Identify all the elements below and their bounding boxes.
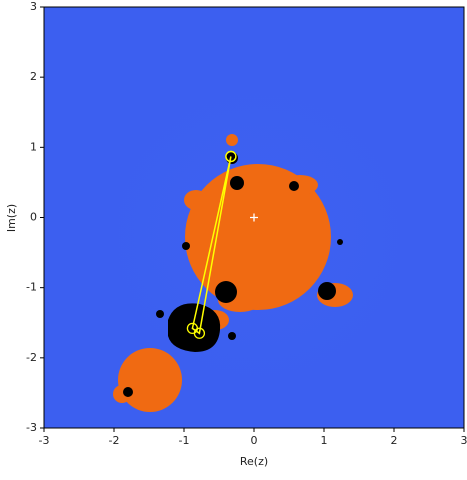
y-tick-label: -2 [26, 351, 37, 364]
fractal [68, 45, 448, 425]
x-tick-label: 2 [391, 434, 398, 447]
y-tick-label: 3 [30, 0, 37, 13]
y-axis-label: Im(z) [5, 204, 18, 232]
x-tick-label: -2 [109, 434, 120, 447]
x-tick-label: 3 [461, 434, 467, 447]
y-tick-label: 1 [30, 140, 37, 153]
y-tick-label: 2 [30, 70, 37, 83]
x-tick-label: 0 [251, 434, 258, 447]
x-axis-label: Re(z) [240, 455, 268, 468]
y-tick-label: 0 [30, 211, 37, 224]
x-tick-label: 1 [321, 434, 328, 447]
y-tick-label: -1 [26, 281, 37, 294]
x-tick-label: -3 [39, 434, 50, 447]
y-tick-label: -3 [26, 421, 37, 434]
x-tick-label: -1 [179, 434, 190, 447]
